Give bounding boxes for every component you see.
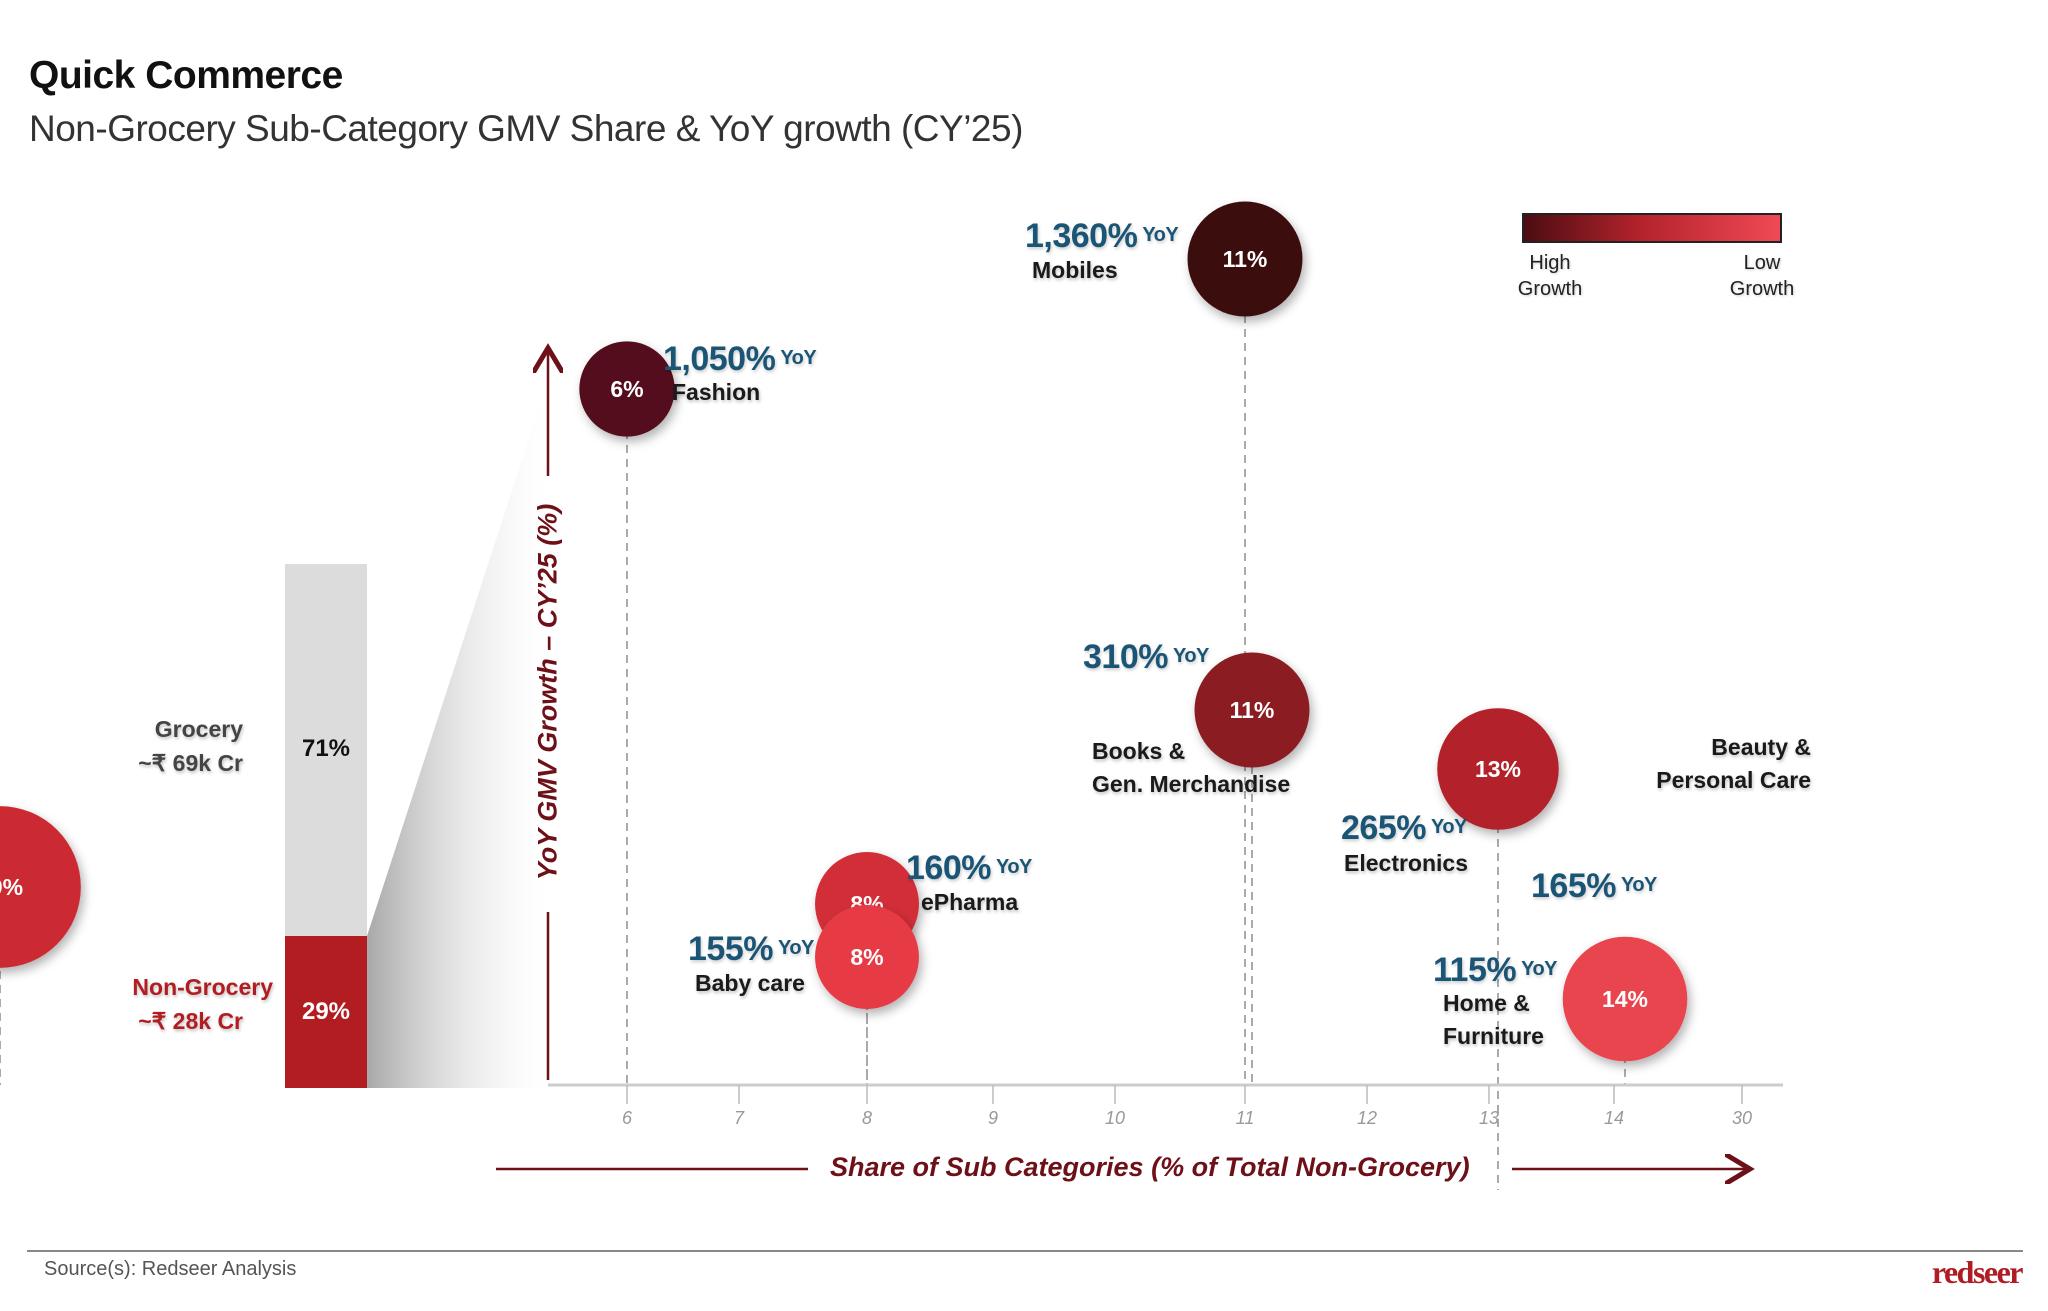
growth-value: 1,050% [663,340,776,378]
category-name: Fashion [672,379,761,405]
page-title: Quick Commerce [29,54,343,97]
growth-label: 160% YoY [906,847,1032,888]
x-tick-label: 13 [1478,1108,1500,1128]
bubble-home [1562,936,1688,1062]
non-grocery-share: 29% [301,998,351,1025]
yoy-suffix: YoY [1142,224,1179,246]
legend-high-label: High Growth [1517,252,1583,300]
yoy-suffix: YoY [1172,645,1209,667]
x-tick-label: 7 [733,1108,745,1128]
category-name: ePharma [921,889,1019,915]
non-grocery-name: Non-Grocery [132,974,273,1000]
bubble-share-label: 8% [850,944,883,970]
category-name: Mobiles [1032,257,1118,283]
grocery-share: 71% [301,735,351,762]
bubble-books [1194,652,1310,768]
category-name: Baby care [695,970,805,996]
x-tick-label: 14 [1603,1108,1625,1128]
page-subtitle: Non-Grocery Sub-Category GMV Share & YoY… [29,108,1023,149]
x-tick-label: 30 [1731,1108,1753,1128]
category-name: Books & Gen. Merchandise [1092,738,1291,797]
growth-value: 310% [1083,638,1168,676]
x-tick-label: 12 [1356,1108,1378,1128]
bubble-beauty [0,806,81,968]
growth-label: 310% YoY [1083,636,1209,677]
y-axis-label: YoY GMV Growth – CY’25 (%) [532,503,563,881]
growth-value: 1,360% [1025,217,1138,255]
non-grocery-value: ~₹ 28k Cr [138,1008,243,1034]
growth-value: 165% [1531,867,1616,905]
non-grocery-segment [285,936,367,1088]
growth-value: 265% [1341,809,1426,847]
category-name: Beauty & Personal Care [1656,734,1811,793]
grocery-label: Grocery ~₹ 69k Cr [138,712,243,780]
x-tick-label: 11 [1235,1108,1255,1128]
bubble-fashion [579,341,675,437]
yoy-suffix: YoY [777,937,814,959]
non-grocery-label: Non-Grocery ~₹ 28k Cr [132,970,273,1038]
zoom-wedge [367,380,548,1088]
footer-divider [27,1250,2023,1252]
category-name: Home & Furniture [1443,990,1544,1049]
x-tick-label: 10 [1104,1108,1126,1128]
bubble-share-label: 11% [1230,697,1275,723]
grocery-segment [285,564,367,936]
x-tick-label: 8 [861,1108,873,1128]
yoy-suffix: YoY [780,347,817,369]
growth-label: 165% YoY [1531,865,1657,906]
yoy-suffix: YoY [1521,958,1558,980]
bubble-share-label: 13% [1475,756,1521,782]
redseer-logo: redseer [1931,1254,2024,1290]
category-name: Electronics [1344,850,1468,876]
x-tick-label: 6 [621,1108,633,1128]
growth-label: 1,360% YoY [1025,215,1179,256]
growth-value: 115% [1433,951,1517,989]
bubble-mobiles [1187,201,1303,317]
growth-label: 265% YoY [1341,807,1467,848]
yoy-suffix: YoY [1430,816,1467,838]
bubble-share-label: 11% [1223,246,1268,272]
growth-label: 115% YoY [1433,949,1558,990]
legend-low-label: Low Growth [1729,252,1795,300]
grocery-name: Grocery [154,716,243,742]
yoy-suffix: YoY [995,856,1032,878]
growth-label: 155% YoY [688,928,814,969]
bubble-share-label: 29% [0,874,23,900]
x-tick-label: 9 [987,1108,999,1128]
grocery-value: ~₹ 69k Cr [138,750,243,776]
yoy-suffix: YoY [1620,874,1657,896]
bubble-share-label: 6% [610,376,643,402]
x-axis-label: Share of Sub Categories (% of Total Non-… [830,1152,1470,1182]
growth-label: 1,050% YoY [663,338,817,379]
growth-value: 155% [688,930,773,968]
bubble-baby [815,905,919,1009]
bubble-share-label: 14% [1602,986,1648,1012]
legend-gradient-bar [1522,213,1782,243]
bubble-electronics [1437,708,1559,830]
growth-value: 160% [906,849,991,887]
source-note: Source(s): Redseer Analysis [44,1258,297,1280]
